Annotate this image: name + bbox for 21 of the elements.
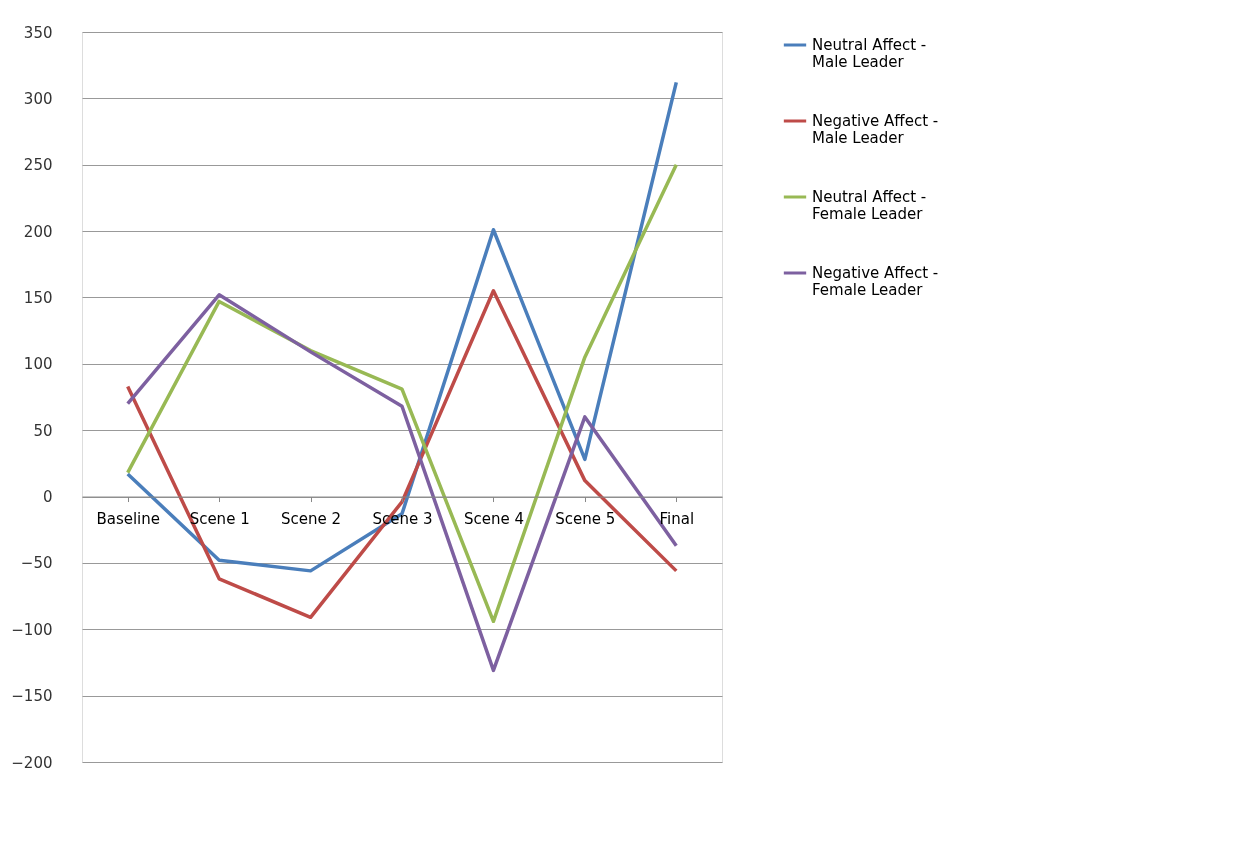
x-tick-label: Scene 4	[463, 510, 524, 529]
legend-label: Negative Affect - Female Leader	[812, 264, 939, 299]
y-tick-label: 350	[23, 23, 53, 42]
y-tick-label: 200	[23, 222, 53, 241]
y-tick-label: −150	[11, 687, 53, 706]
x-tick-label: Scene 5	[555, 510, 616, 529]
x-tick-label: Scene 2	[281, 510, 342, 529]
x-tick-label: Baseline	[96, 510, 161, 529]
x-tick-label: Final	[659, 510, 695, 529]
y-tick-label: −200	[11, 753, 53, 772]
y-tick-label: 300	[23, 89, 53, 108]
y-tick-label: 50	[33, 421, 53, 440]
y-tick-label: −50	[20, 554, 53, 573]
legend-label: Neutral Affect - Female Leader	[812, 188, 927, 223]
y-tick-label: 0	[42, 488, 53, 507]
legend-label: Negative Affect - Male Leader	[812, 112, 939, 147]
y-tick-label: −100	[11, 620, 53, 639]
y-tick-label: 100	[23, 355, 53, 374]
y-tick-label: 150	[23, 288, 53, 307]
y-tick-label: 250	[23, 156, 53, 175]
legend-label: Neutral Affect - Male Leader	[812, 36, 927, 71]
